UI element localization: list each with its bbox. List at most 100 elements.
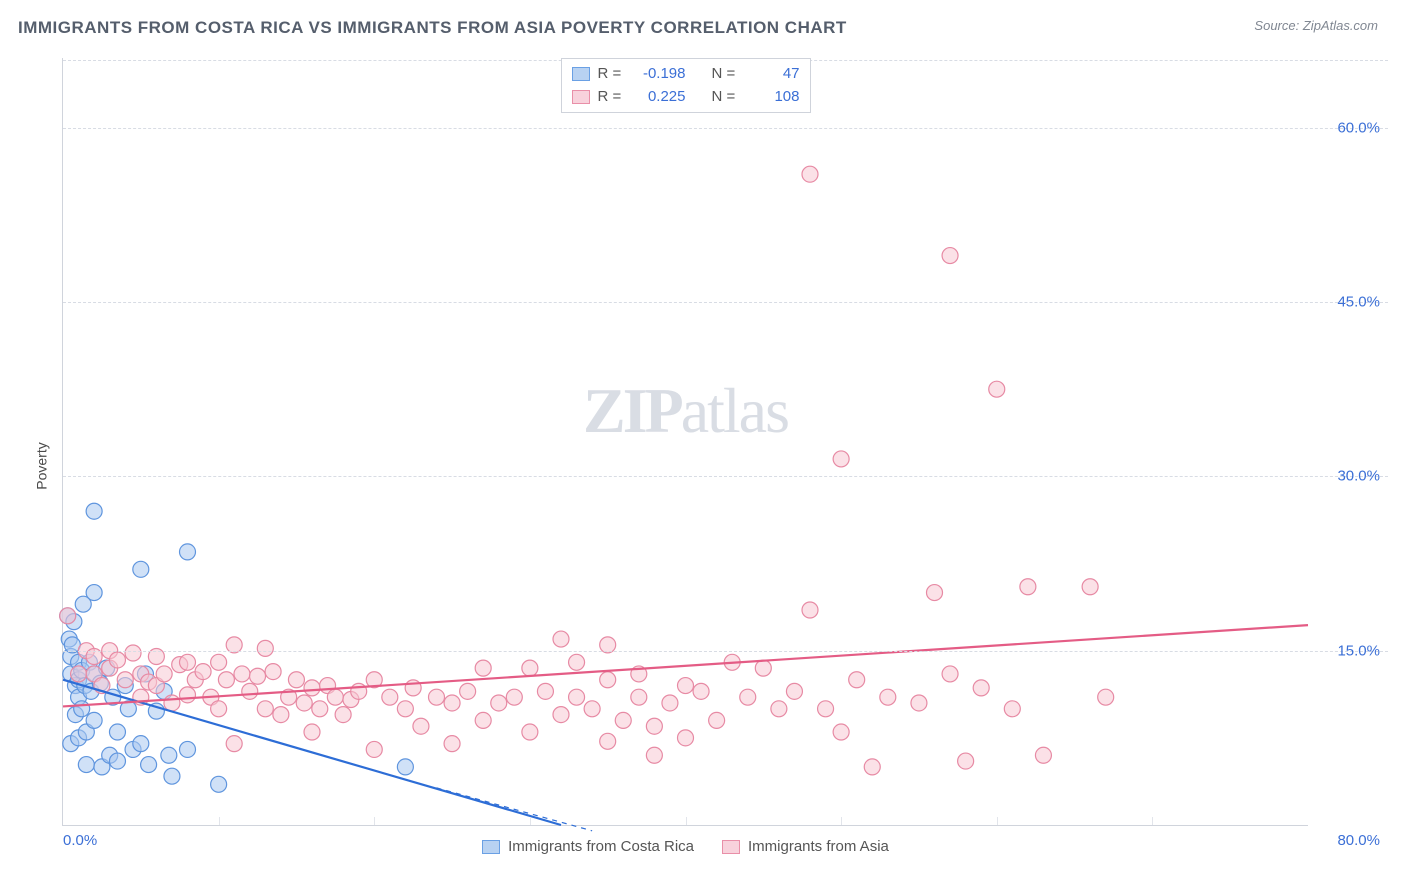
data-point xyxy=(802,602,818,618)
legend-row-costa-rica: R = -0.198 N = 47 xyxy=(572,63,800,86)
data-point xyxy=(226,736,242,752)
data-point xyxy=(989,381,1005,397)
legend-row-asia: R = 0.225 N = 108 xyxy=(572,86,800,109)
data-point xyxy=(662,695,678,711)
data-point xyxy=(86,585,102,601)
source-link[interactable]: ZipAtlas.com xyxy=(1303,18,1378,33)
data-point xyxy=(522,724,538,740)
data-point xyxy=(475,712,491,728)
data-point xyxy=(234,666,250,682)
y-tick-label: 30.0% xyxy=(1337,468,1380,485)
data-point xyxy=(109,652,125,668)
data-point xyxy=(164,695,180,711)
data-point xyxy=(942,248,958,264)
data-point xyxy=(296,695,312,711)
trend-line-extrapolated xyxy=(437,788,593,831)
gridline-horizontal xyxy=(63,128,1388,129)
data-point xyxy=(553,631,569,647)
data-point xyxy=(180,654,196,670)
data-point xyxy=(242,683,258,699)
gridline-horizontal xyxy=(63,302,1388,303)
legend-item-asia: Immigrants from Asia xyxy=(722,838,889,855)
data-point xyxy=(71,666,87,682)
scatter-svg xyxy=(63,58,1308,825)
x-tick xyxy=(841,817,842,825)
data-point xyxy=(86,503,102,519)
data-point xyxy=(569,689,585,705)
data-point xyxy=(615,712,631,728)
legend-swatch-asia-icon xyxy=(722,840,740,854)
data-point xyxy=(161,747,177,763)
legend-swatch-asia xyxy=(572,90,590,104)
data-point xyxy=(942,666,958,682)
x-tick xyxy=(1152,817,1153,825)
data-point xyxy=(506,689,522,705)
data-point xyxy=(1098,689,1114,705)
data-point xyxy=(180,741,196,757)
data-point xyxy=(833,451,849,467)
data-point xyxy=(156,666,172,682)
data-point xyxy=(74,701,90,717)
x-tick xyxy=(374,817,375,825)
data-point xyxy=(133,561,149,577)
data-point xyxy=(491,695,507,711)
data-point xyxy=(382,689,398,705)
data-point xyxy=(429,689,445,705)
data-point xyxy=(366,741,382,757)
data-point xyxy=(678,678,694,694)
data-point xyxy=(312,701,328,717)
data-point xyxy=(335,707,351,723)
data-point xyxy=(600,672,616,688)
data-point xyxy=(693,683,709,699)
data-point xyxy=(180,544,196,560)
data-point xyxy=(584,701,600,717)
data-point xyxy=(553,707,569,723)
data-point xyxy=(1035,747,1051,763)
data-point xyxy=(117,672,133,688)
data-point xyxy=(211,701,227,717)
data-point xyxy=(78,757,94,773)
data-point xyxy=(273,707,289,723)
data-point xyxy=(537,683,553,699)
data-point xyxy=(164,768,180,784)
data-point xyxy=(327,689,343,705)
y-tick-label: 15.0% xyxy=(1337,642,1380,659)
correlation-legend: R = -0.198 N = 47 R = 0.225 N = 108 xyxy=(561,58,811,113)
data-point xyxy=(397,701,413,717)
data-point xyxy=(1082,579,1098,595)
data-point xyxy=(460,683,476,699)
data-point xyxy=(522,660,538,676)
data-point xyxy=(218,672,234,688)
plot-area: R = -0.198 N = 47 R = 0.225 N = 108 ZIPa… xyxy=(62,58,1308,826)
data-point xyxy=(958,753,974,769)
x-axis-max-label: 80.0% xyxy=(1337,832,1380,849)
data-point xyxy=(257,640,273,656)
data-point xyxy=(60,608,76,624)
data-point xyxy=(755,660,771,676)
data-point xyxy=(444,695,460,711)
chart-container: Poverty R = -0.198 N = 47 R = 0.225 N = … xyxy=(18,58,1388,874)
data-point xyxy=(880,689,896,705)
data-point xyxy=(927,585,943,601)
data-point xyxy=(818,701,834,717)
data-point xyxy=(802,166,818,182)
data-point xyxy=(911,695,927,711)
legend-item-costa-rica: Immigrants from Costa Rica xyxy=(482,838,694,855)
y-tick-label: 45.0% xyxy=(1337,294,1380,311)
data-point xyxy=(125,645,141,661)
gridline-horizontal xyxy=(63,651,1388,652)
data-point xyxy=(86,712,102,728)
data-point xyxy=(1004,701,1020,717)
data-point xyxy=(786,683,802,699)
data-point xyxy=(569,654,585,670)
data-point xyxy=(413,718,429,734)
chart-title: IMMIGRANTS FROM COSTA RICA VS IMMIGRANTS… xyxy=(18,18,847,38)
data-point xyxy=(973,680,989,696)
data-point xyxy=(444,736,460,752)
data-point xyxy=(631,689,647,705)
x-tick xyxy=(686,817,687,825)
data-point xyxy=(141,757,157,773)
data-point xyxy=(475,660,491,676)
data-point xyxy=(833,724,849,740)
data-point xyxy=(849,672,865,688)
